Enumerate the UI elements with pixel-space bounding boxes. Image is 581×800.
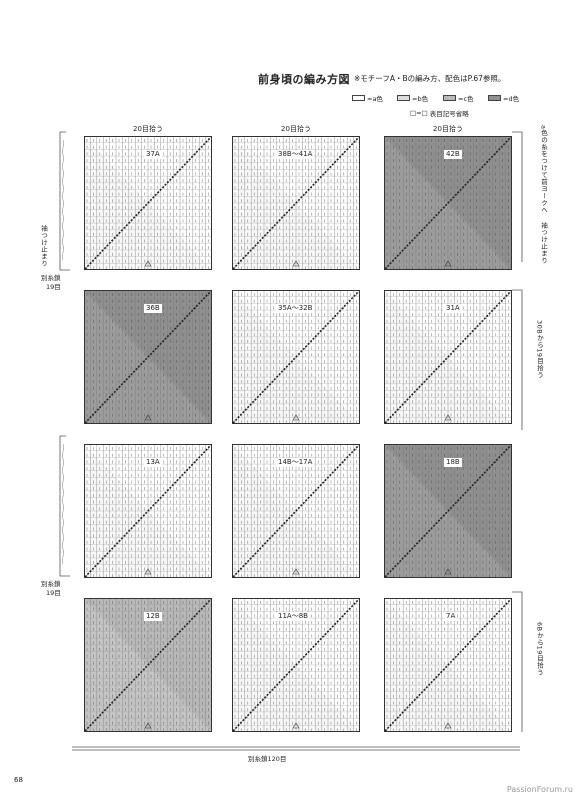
motif-label: 31A [444, 304, 462, 313]
watermark: PassionForum.ru [506, 785, 573, 794]
bottom-chain-label: 別糸鎖120目 [248, 755, 287, 763]
motif-label: 13A [144, 458, 162, 467]
swatch-a [352, 95, 365, 101]
motif-tile: 31A [384, 290, 512, 424]
motif-label: 38B〜41A [276, 150, 315, 159]
motif-tile: 11A〜8B [232, 598, 360, 732]
motif-tile: 35A〜32B [232, 290, 360, 424]
left-chain-mid-count: 19目 [46, 589, 61, 597]
legend-b: =b色 [397, 93, 428, 103]
swatch-c [443, 95, 456, 101]
motif-label: 18B [444, 458, 462, 467]
motif-label: 11A〜8B [276, 612, 310, 621]
motif-chart [232, 598, 360, 732]
left-sleeve-stop: 袖つけ止まり [39, 225, 48, 267]
legend-a: =a色 [352, 93, 383, 103]
left-chain-top: 別糸鎖 [41, 274, 61, 282]
motif-tile: 20目拾う 37A [84, 125, 212, 270]
right-pickup-30b: 30Bから19目拾う [535, 320, 544, 379]
motif-label: 14B〜17A [276, 458, 315, 467]
pickup-label: 20目拾う [133, 125, 163, 133]
motif-tile: 18B [384, 444, 512, 578]
swatch-b [397, 95, 410, 101]
page-number: 68 [14, 776, 23, 784]
motif-label: 7A [444, 612, 458, 621]
motif-tile: 36B [84, 290, 212, 424]
legend-c: =c色 [443, 93, 474, 103]
swatch-d [488, 95, 501, 101]
motif-tile: 20目拾う 42B [384, 125, 512, 270]
motif-tile: 12B [84, 598, 212, 732]
left-chain-mid: 別糸鎖 [41, 580, 61, 588]
motif-tile: 7A [384, 598, 512, 732]
left-chain-top-count: 19目 [46, 283, 61, 291]
page-note: ※モチーフA・Bの編み方、配色はP.67参照。 [354, 74, 506, 83]
page-title: 前身頃の編み方図 [258, 73, 350, 86]
right-pickup-6b: 6Bから19目拾う [535, 622, 544, 676]
pickup-label: 20目拾う [433, 125, 463, 133]
chain-stitches [62, 139, 64, 565]
motif-label: 36B [144, 304, 162, 313]
legend-d: =d色 [488, 93, 519, 103]
motif-label: 12B [144, 612, 162, 621]
right-sleeve-stop: 袖つけ止まり [539, 222, 548, 264]
motif-chart [384, 444, 512, 578]
motif-chart [232, 290, 360, 424]
legend-symbol: □=□ 表目記号省略 [410, 109, 469, 118]
motif-chart [84, 598, 212, 732]
motif-tile: 20目拾う 38B〜41A [232, 125, 360, 270]
motif-chart [232, 444, 360, 578]
motif-tile: 14B〜17A [232, 444, 360, 578]
right-yoke-note: a色の糸をつけて前ヨークへ [539, 125, 548, 214]
motif-chart [384, 598, 512, 732]
motif-label: 35A〜32B [276, 304, 315, 313]
pickup-label: 20目拾う [281, 125, 311, 133]
motif-label: 42B [444, 150, 462, 159]
motif-tile: 13A [84, 444, 212, 578]
motif-label: 37A [144, 150, 162, 159]
